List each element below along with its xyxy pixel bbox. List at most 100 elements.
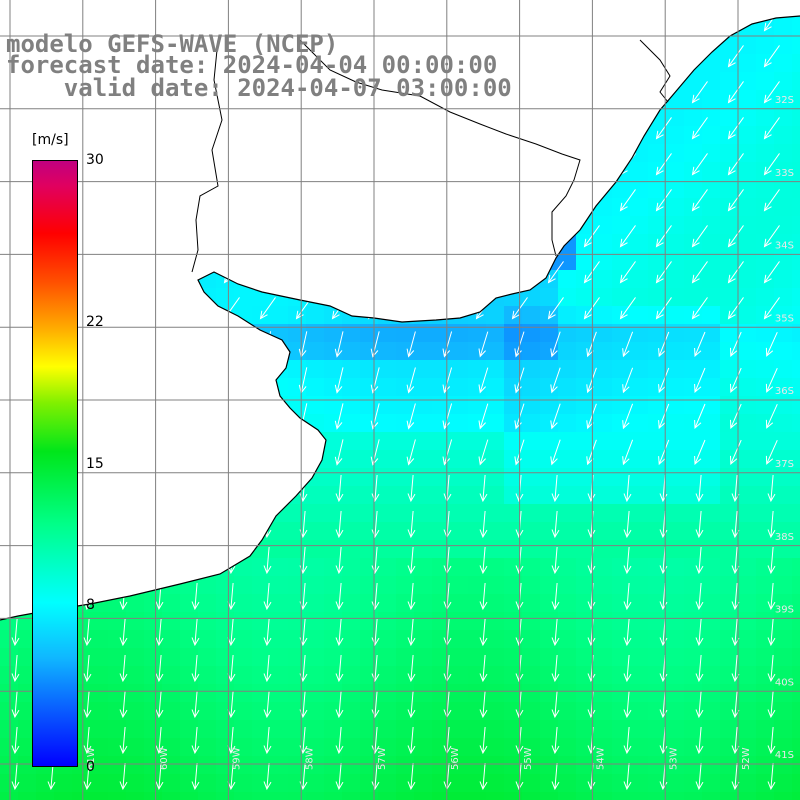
wind-cell [738, 666, 757, 685]
wind-cell [666, 738, 685, 757]
wind-cell [288, 324, 307, 343]
wind-cell [576, 360, 595, 379]
wind-cell [486, 414, 505, 433]
wind-cell [306, 198, 325, 217]
lat-label: 37S [775, 459, 794, 470]
wind-cell [594, 576, 613, 595]
wind-cell [486, 576, 505, 595]
wind-cell [792, 630, 800, 649]
wind-cell [720, 522, 739, 541]
wind-cell [198, 630, 217, 649]
lat-label: 36S [775, 386, 794, 397]
wind-cell [414, 486, 433, 505]
wind-cell [342, 180, 361, 199]
wind-cell [738, 126, 757, 145]
wind-cell [720, 16, 739, 19]
wind-cell [792, 540, 800, 559]
wind-cell [162, 666, 181, 685]
wind-cell [756, 450, 775, 469]
wind-cell [288, 720, 307, 739]
wind-cell [540, 450, 559, 469]
wind-cell [252, 432, 271, 451]
wind-cell [144, 360, 163, 379]
wind-cell [252, 666, 271, 685]
wind-cell [684, 108, 703, 127]
wind-cell [378, 792, 397, 800]
wind-cell [576, 702, 595, 721]
wind-cell [360, 306, 379, 325]
wind-cell [270, 450, 289, 469]
wind-cell [702, 522, 721, 541]
wind-cell [252, 594, 271, 613]
wind-cell [324, 504, 343, 523]
wind-arrow [547, 117, 564, 140]
wind-cell [306, 666, 325, 685]
wind-cell [234, 738, 253, 757]
wind-cell [378, 342, 397, 361]
wind-cell [720, 288, 739, 307]
wind-arrow [475, 153, 492, 176]
wind-cell [378, 198, 397, 217]
wind-cell [648, 774, 667, 793]
wind-cell [738, 738, 757, 757]
wind-cell [792, 774, 800, 793]
wind-cell [522, 234, 541, 253]
wind-arrow [83, 654, 92, 683]
wind-cell [252, 288, 271, 307]
wind-cell [432, 468, 451, 487]
wind-arrow [83, 618, 92, 647]
wind-cell [576, 180, 595, 199]
wind-cell [378, 324, 397, 343]
wind-cell [558, 576, 577, 595]
wind-cell [144, 288, 163, 307]
wind-arrow [439, 153, 456, 176]
wind-cell [756, 522, 775, 541]
wind-cell [0, 144, 19, 163]
wind-cell [522, 630, 541, 649]
wind-cell [378, 774, 397, 793]
wind-arrow [155, 439, 163, 466]
wind-cell [198, 774, 217, 793]
wind-cell [360, 216, 379, 235]
wind-cell [144, 450, 163, 469]
wind-arrow [83, 690, 92, 719]
wind-cell [738, 270, 757, 289]
wind-cell [252, 756, 271, 775]
wind-cell [468, 450, 487, 469]
wind-cell [468, 612, 487, 631]
wind-cell [666, 270, 685, 289]
wind-cell [450, 18, 469, 37]
wind-cell [90, 126, 109, 145]
wind-cell [702, 90, 721, 109]
wind-cell [36, 774, 55, 793]
wind-cell [0, 360, 19, 379]
wind-cell [612, 72, 631, 91]
wind-cell [684, 468, 703, 487]
wind-cell [144, 270, 163, 289]
wind-cell [432, 486, 451, 505]
wind-cell [756, 756, 775, 775]
forecast-date: forecast date: 2024-04-04 00:00:00 [6, 51, 498, 79]
wind-arrow [367, 261, 384, 284]
wind-cell [540, 90, 559, 109]
wind-cell [738, 216, 757, 235]
wind-cell [540, 684, 559, 703]
wind-cell [270, 270, 289, 289]
wind-arrow [658, 331, 670, 358]
wind-cell [450, 342, 469, 361]
wind-cell [234, 612, 253, 631]
wind-cell [522, 72, 541, 91]
wind-cell [468, 108, 487, 127]
wind-cell [198, 468, 217, 487]
wind-cell [630, 468, 649, 487]
wind-cell [648, 414, 667, 433]
wind-cell [774, 288, 793, 307]
wind-cell [468, 360, 487, 379]
wind-cell [702, 216, 721, 235]
wind-cell [666, 414, 685, 433]
wind-arrow [7, 117, 24, 140]
wind-cell [252, 16, 271, 19]
wind-cell [756, 180, 775, 199]
wind-arrow [551, 546, 560, 575]
wind-arrow [83, 510, 92, 539]
